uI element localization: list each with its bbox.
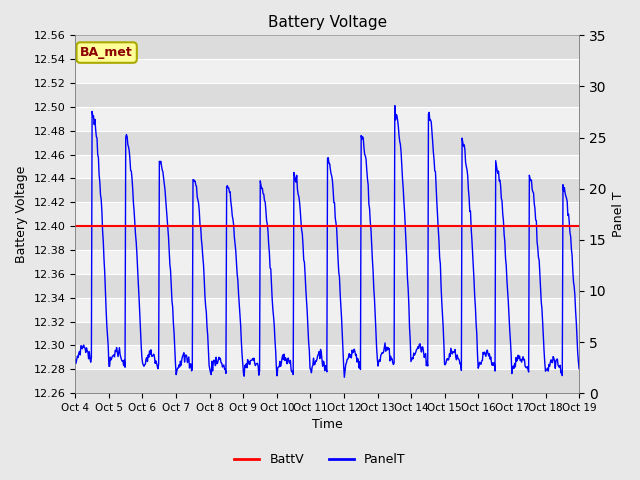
Bar [76,322,579,346]
Bar [76,274,579,298]
Y-axis label: Panel T: Panel T [612,192,625,237]
Bar [76,369,579,393]
Legend: BattV, PanelT: BattV, PanelT [229,448,411,471]
Bar [76,179,579,202]
Bar [76,107,579,131]
Bar [76,298,579,322]
Bar [76,155,579,179]
Bar [76,202,579,226]
Bar [76,226,579,250]
Title: Battery Voltage: Battery Voltage [268,15,387,30]
Text: BA_met: BA_met [80,46,133,59]
X-axis label: Time: Time [312,419,342,432]
Bar [76,250,579,274]
Y-axis label: Battery Voltage: Battery Voltage [15,166,28,263]
Bar [76,346,579,369]
Bar [76,36,579,59]
Bar [76,59,579,83]
Bar [76,83,579,107]
Bar [76,131,579,155]
